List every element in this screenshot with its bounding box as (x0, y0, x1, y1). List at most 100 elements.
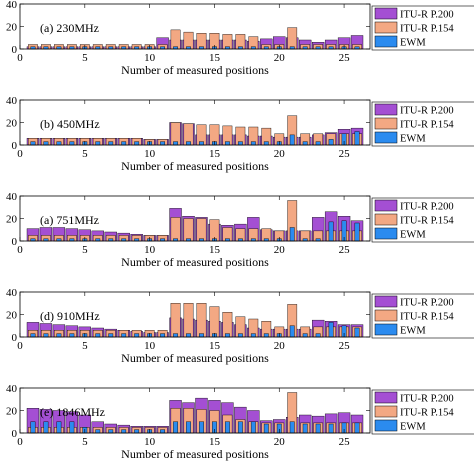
bar-ewm (134, 333, 140, 338)
legend-swatch (374, 103, 398, 116)
legend: ITU-R P.200 ITU-R P.154 EWM (371, 197, 474, 243)
bar-itu1546 (183, 31, 194, 50)
panel-label: (e) 1846MHz (40, 405, 105, 419)
bar-ewm (315, 141, 321, 146)
x-tick-label: 5 (82, 148, 88, 160)
y-tick-label: 40 (6, 191, 18, 203)
y-tick-label: 20 (6, 310, 18, 322)
bar-ewm (263, 333, 269, 338)
x-axis-label: Number of measured positions (121, 447, 269, 461)
bar-ewm (56, 333, 62, 338)
legend-swatch (374, 213, 398, 226)
bar-ewm (250, 421, 256, 434)
legend-swatch (374, 405, 398, 418)
bar-itu1546 (183, 303, 194, 338)
bar-ewm (121, 333, 127, 338)
bar-ewm (56, 141, 62, 146)
bar-ewm (69, 421, 75, 434)
bar-ewm (134, 141, 140, 146)
x-tick-label: 10 (144, 340, 156, 352)
bar-ewm (315, 333, 321, 338)
bar-ewm (328, 221, 334, 242)
bar-ewm (250, 333, 256, 338)
legend-swatch (374, 35, 398, 48)
bar-ewm (173, 141, 178, 146)
bar-ewm (237, 421, 243, 434)
x-tick-label: 25 (339, 52, 351, 64)
bar-ewm (43, 333, 49, 338)
x-tick-label: 10 (144, 436, 156, 448)
bar-itu1546 (170, 303, 181, 338)
y-tick-label: 0 (12, 332, 18, 344)
bar-ewm (108, 333, 114, 338)
y-tick-label: 0 (12, 140, 18, 152)
x-tick-label: 20 (274, 148, 286, 160)
legend-swatch (374, 419, 398, 432)
bar-ewm (354, 222, 360, 242)
bar-itu1546 (183, 218, 194, 242)
bar-ewm (30, 333, 36, 338)
bar-ewm (186, 421, 191, 434)
legend-swatch (374, 391, 398, 404)
x-tick-label: 5 (82, 244, 88, 256)
bar-ewm (30, 421, 36, 434)
bar-ewm (160, 333, 165, 338)
bar-itu1546 (287, 27, 298, 50)
bar-ewm (224, 141, 230, 146)
chart-panel-3: 0 20 40 0 5 10 15 20 25 Number of measured positi… (6, 191, 474, 269)
x-axis-label: Number of measured positions (121, 255, 269, 269)
bar-ewm (354, 327, 360, 338)
x-tick-label: 10 (144, 244, 156, 256)
panel-label: (b) 450MHz (40, 117, 100, 131)
y-tick-label: 40 (6, 287, 18, 299)
bar-ewm (250, 141, 256, 146)
legend: ITU-R P.200 ITU-R P.154 EWM (371, 5, 474, 51)
bar-ewm (237, 141, 243, 146)
legend-swatch (374, 131, 398, 144)
bar-ewm (199, 141, 204, 146)
bar-itu1546 (209, 306, 220, 338)
bar-ewm (289, 325, 295, 338)
bar-ewm (173, 333, 178, 338)
x-tick-label: 10 (144, 52, 156, 64)
panel-label: (a) 751MHz (40, 213, 99, 227)
y-tick-label: 20 (6, 214, 18, 226)
bar-ewm (186, 141, 191, 146)
bar-ewm (354, 422, 360, 434)
x-tick-label: 0 (17, 244, 23, 256)
chart-panel-4: 0 20 40 0 5 10 15 20 25 Number of measured positi… (6, 287, 474, 365)
x-tick-label: 15 (209, 340, 221, 352)
chart-panel-2: 0 20 40 0 5 10 15 20 25 Number of measured positi… (6, 95, 474, 173)
x-axis-label: Number of measured positions (121, 159, 269, 173)
bar-ewm (30, 141, 36, 146)
x-tick-label: 5 (82, 436, 88, 448)
x-tick-label: 0 (17, 148, 23, 160)
bar-ewm (315, 423, 321, 434)
bar-ewm (173, 421, 178, 434)
legend-entry: EWM (400, 38, 426, 49)
y-tick-label: 40 (6, 95, 18, 107)
x-tick-label: 25 (339, 244, 351, 256)
legend-entry: EWM (400, 422, 426, 433)
x-tick-label: 20 (274, 244, 286, 256)
bar-ewm (95, 429, 101, 434)
legend-swatch (374, 199, 398, 212)
legend-entry: ITU-R P.154 (400, 312, 454, 323)
bar-itu1546 (196, 303, 207, 338)
legend-entry: ITU-R P.154 (400, 408, 454, 419)
bar-ewm (263, 423, 269, 434)
legend-entry: ITU-R P.154 (400, 24, 454, 35)
bar-itu1546 (170, 29, 181, 50)
bar-ewm (328, 322, 334, 338)
x-tick-label: 5 (82, 52, 88, 64)
x-tick-label: 15 (209, 52, 221, 64)
legend-swatch (374, 227, 398, 240)
bar-itu1546 (222, 312, 233, 338)
bar-ewm (95, 141, 101, 146)
legend-swatch (374, 7, 398, 20)
bar-ewm (224, 421, 230, 434)
legend-swatch (374, 295, 398, 308)
bar-ewm (56, 421, 62, 434)
x-tick-label: 20 (274, 52, 286, 64)
bar-ewm (289, 134, 295, 146)
